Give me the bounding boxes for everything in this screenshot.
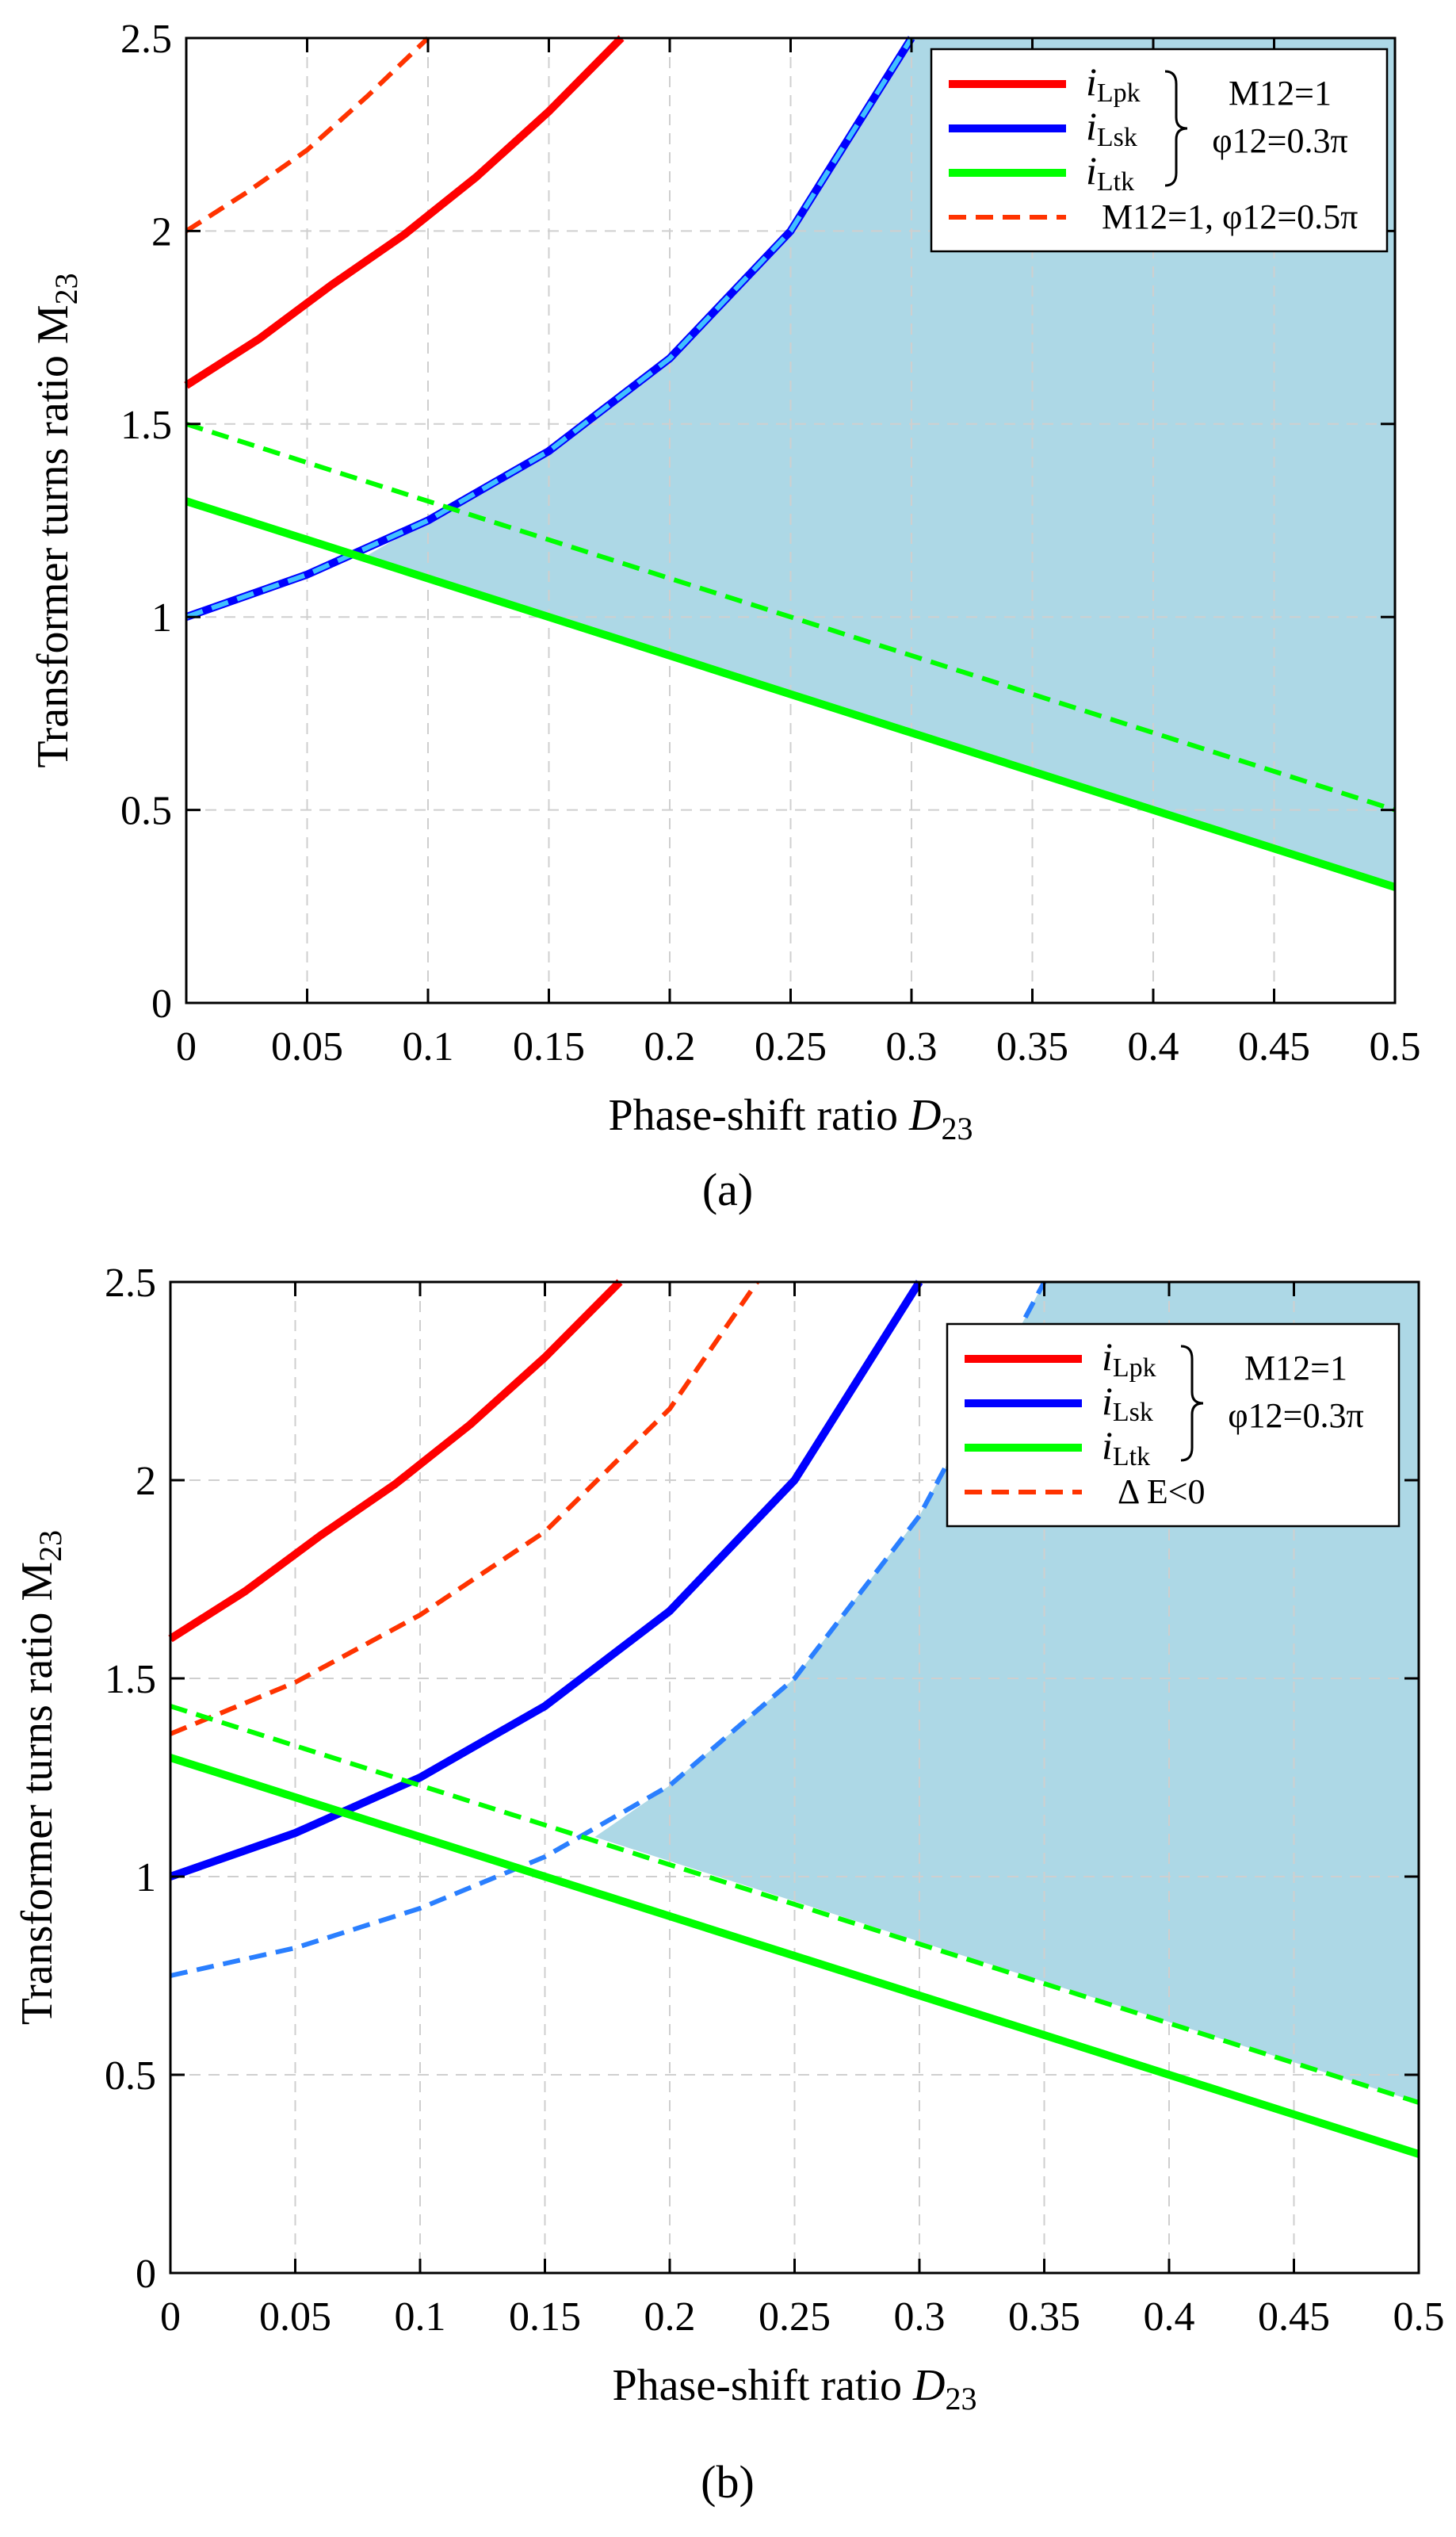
- x-tick-label: 0.05: [259, 2294, 331, 2340]
- legend-group-label-2: φ12=0.3π: [1228, 1396, 1363, 1435]
- y-tick-label: 0: [136, 2252, 156, 2297]
- series-line-2: [169, 1280, 923, 1881]
- series-line-3: [170, 1280, 1047, 1978]
- y-tick-label: 0.5: [120, 789, 172, 834]
- x-axis-label: Phase-shift ratio D23: [609, 1091, 973, 1146]
- x-tick-label: 0.3: [886, 1024, 938, 1070]
- x-tick-label: 0.5: [1370, 1024, 1421, 1070]
- x-tick-label: 0.1: [403, 1024, 454, 1070]
- chart-panel-a: 0 0.05 0.1 0.15 0.2 0.25 0.3 0.35 0.4 0.45 0.5 0 0.5…: [29, 17, 1421, 1215]
- x-tick-label: 0.4: [1144, 2294, 1195, 2340]
- panel-label: (b): [701, 2456, 755, 2508]
- legend-brace: [1180, 1345, 1204, 1462]
- y-axis-label: Transformer turns ratio M23: [13, 1530, 68, 2025]
- x-tick-label: 0: [176, 1024, 197, 1070]
- x-axis-label: Phase-shift ratio D23: [613, 2361, 977, 2416]
- x-tick-label: 0.1: [395, 2294, 446, 2340]
- y-tick-label: 1: [136, 1855, 156, 1900]
- x-tick-label: 0.2: [644, 1024, 696, 1070]
- x-tick-label: 0.4: [1128, 1024, 1179, 1070]
- legend-group-label-1: M12=1: [1229, 74, 1332, 113]
- legend-group-label-2: φ12=0.3π: [1212, 121, 1347, 160]
- x-tick-label: 0: [160, 2294, 181, 2340]
- series-line-4: [185, 497, 1397, 891]
- series-line-5: [185, 421, 1396, 813]
- series-line-1: [169, 1280, 759, 1736]
- x-tick-label: 0.25: [755, 1024, 827, 1070]
- x-tick-label: 0.3: [894, 2294, 946, 2340]
- y-tick-label: 1.5: [120, 403, 172, 448]
- y-axis-label: Transformer turns ratio M23: [29, 273, 84, 767]
- series-line-1: [185, 36, 430, 233]
- y-tick-label: 2: [151, 209, 172, 254]
- x-tick-label: 0.5: [1393, 2294, 1445, 2340]
- series-line-3: [185, 36, 914, 620]
- x-tick-label: 0.35: [1008, 2294, 1080, 2340]
- x-tick-label: 0.2: [644, 2294, 696, 2340]
- legend-label: Δ E<0: [1118, 1472, 1206, 1511]
- x-tick-label: 0.15: [509, 2294, 581, 2340]
- legend-label: iLpk: [1102, 1334, 1156, 1383]
- x-tick-label: 0.15: [513, 1024, 585, 1070]
- legend-group-label-1: M12=1: [1244, 1349, 1347, 1387]
- x-tick-label: 0.45: [1238, 1024, 1310, 1070]
- legend-label: iLtk: [1086, 148, 1134, 197]
- series-line-5: [170, 1704, 1420, 2105]
- legend-label: iLtk: [1102, 1423, 1150, 1471]
- y-tick-label: 1: [151, 595, 172, 641]
- legend-label: iLpk: [1086, 59, 1141, 108]
- legend-label: iLsk: [1086, 104, 1137, 152]
- y-tick-label: 0: [151, 982, 172, 1027]
- series-line-4: [169, 1754, 1420, 2158]
- y-tick-label: 2.5: [105, 1261, 156, 1306]
- legend-label: M12=1, φ12=0.5π: [1102, 197, 1358, 236]
- legend-label: iLsk: [1102, 1379, 1153, 1427]
- x-tick-label: 0.25: [759, 2294, 831, 2340]
- legend-brace: [1164, 70, 1188, 187]
- chart-panel-b: 0 0.05 0.1 0.15 0.2 0.25 0.3 0.35 0.4 0.45 0.5 0 0.5…: [13, 1261, 1445, 2508]
- x-tick-label: 0.05: [271, 1024, 343, 1070]
- series-line-0: [184, 35, 625, 389]
- y-tick-label: 0.5: [105, 2053, 156, 2099]
- panel-label: (a): [702, 1164, 753, 1215]
- x-tick-label: 0.45: [1258, 2294, 1330, 2340]
- y-tick-label: 2.5: [120, 17, 172, 62]
- x-tick-label: 0.35: [996, 1024, 1068, 1070]
- y-tick-label: 2: [136, 1459, 156, 1504]
- series-line-0: [168, 1279, 623, 1643]
- y-tick-label: 1.5: [105, 1657, 156, 1702]
